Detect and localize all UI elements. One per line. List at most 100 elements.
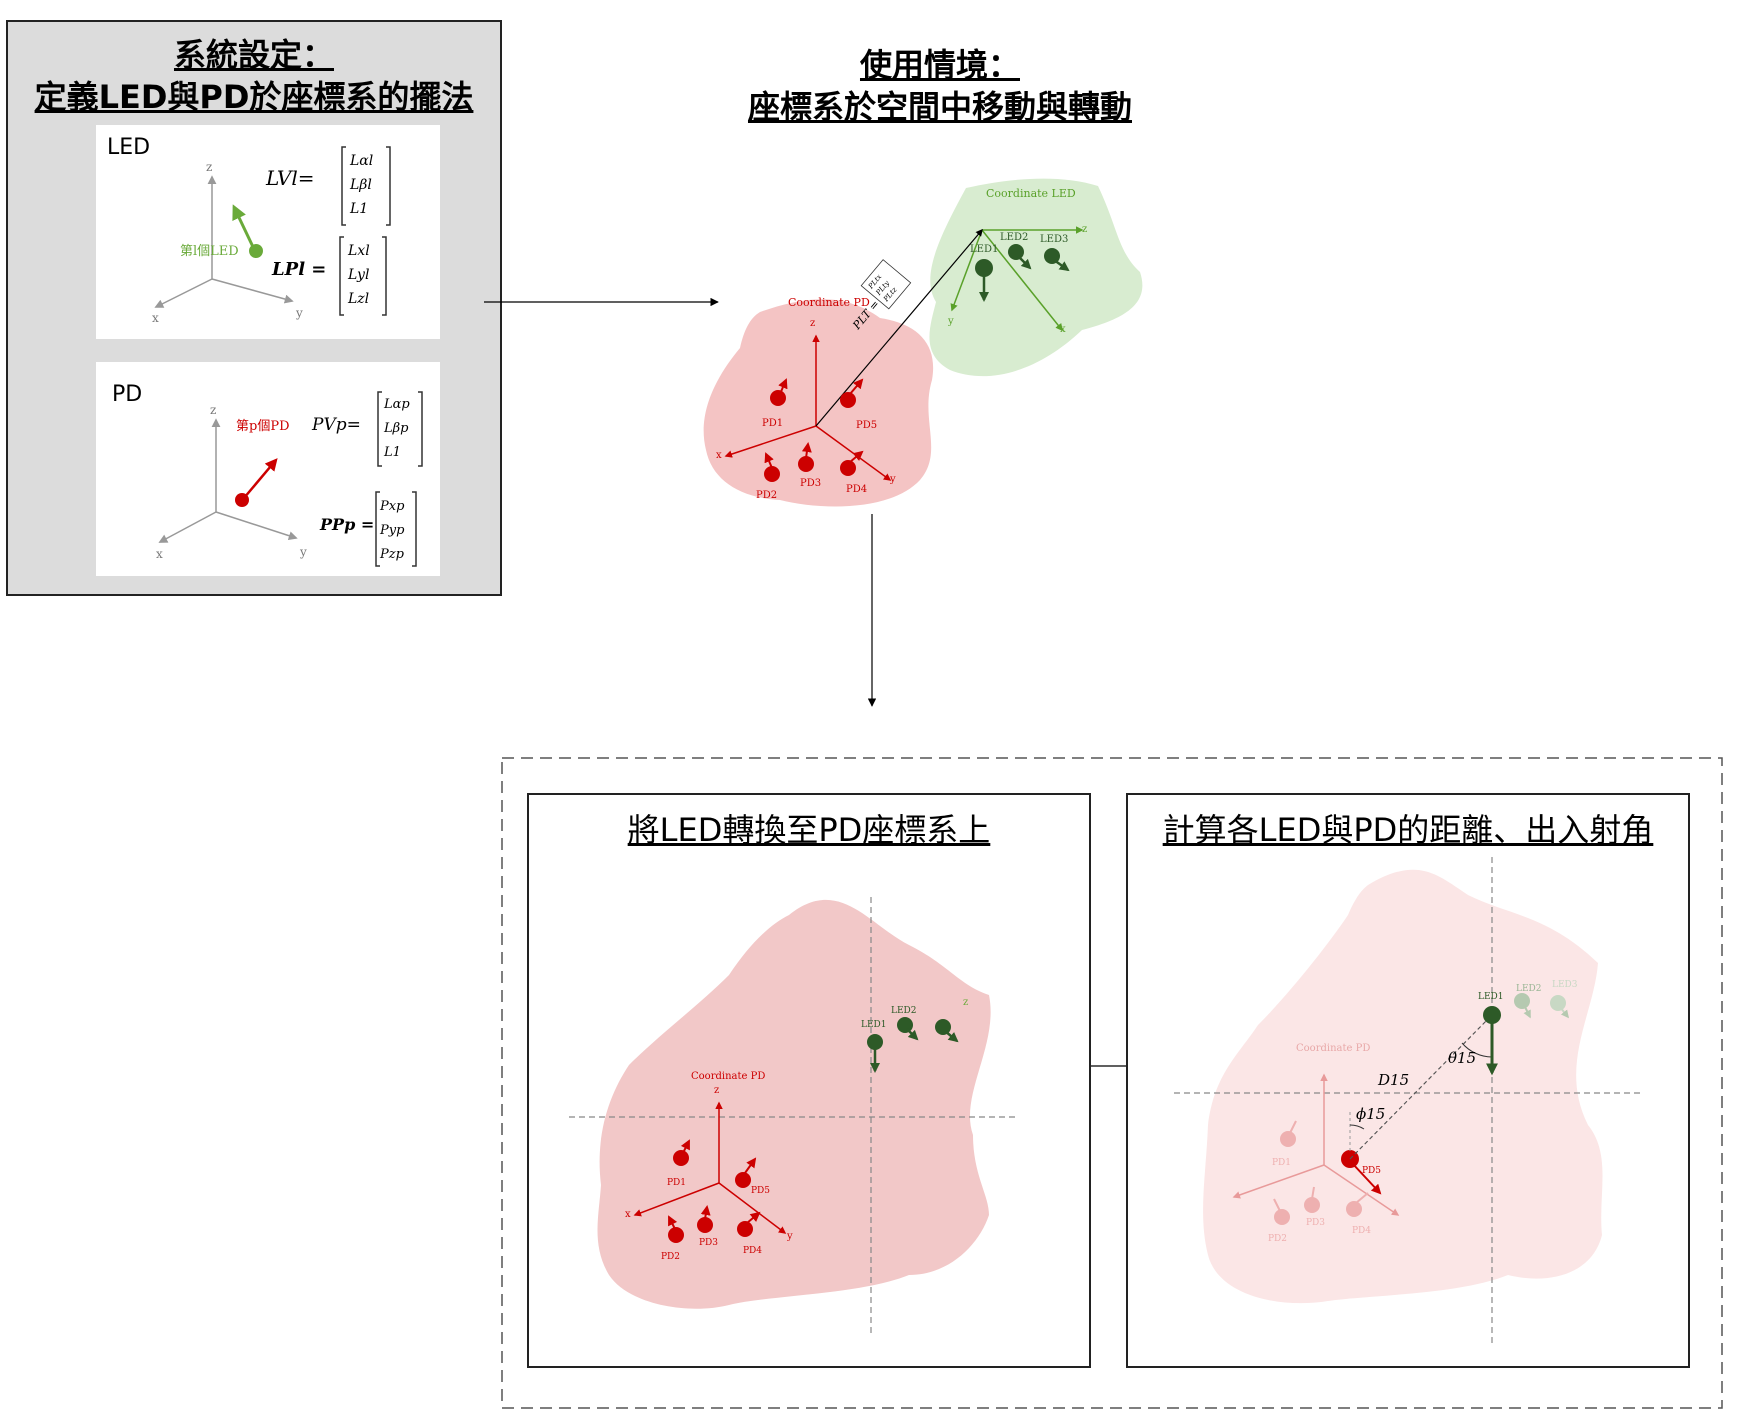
step1-pd-label-3: PD3 [699, 1238, 718, 1248]
led-eq1-vec-1: Lβl [349, 177, 372, 193]
pd-eq2-vec-1: Pyp [379, 523, 405, 538]
pd-eq1-vec-2: L1 [383, 445, 401, 460]
scenario-title-line1: 使用情境： [859, 46, 1020, 84]
led-direction-arrow [232, 204, 256, 250]
step2-title: 計算各LED與PD的距離、出入射角 [1162, 811, 1654, 849]
step2-pd-label-1: PD1 [1272, 1158, 1291, 1168]
x-axis-label: x [152, 311, 159, 325]
scenario-led-1 [975, 259, 993, 277]
step1-x-label: x [625, 1209, 631, 1220]
z-axis-label: z [210, 403, 216, 417]
led-eq2-vec-2: Lzl [347, 291, 369, 307]
pd-eq1-vec-1: Lβp [383, 421, 409, 436]
scenario-led-label-2: LED2 [1000, 232, 1028, 243]
step1-led-2 [897, 1017, 919, 1041]
scenario-pd-label-5: PD5 [856, 420, 877, 431]
scenario-pd-label-3: PD3 [800, 478, 821, 489]
scenario-pd-3 [798, 442, 814, 472]
pd-direction-arrow [243, 458, 278, 499]
pd-point [235, 493, 249, 507]
step2-led-3 [1550, 995, 1569, 1019]
step1-pd-4 [737, 1211, 761, 1237]
pd-x-axis [724, 425, 817, 458]
pd-eq2-lhs: PPp = [319, 515, 374, 534]
step2-pd-1 [1280, 1120, 1297, 1147]
step1-panel: 將LED轉換至PD座標系上 Coordinate PD z x y z LED1… [527, 793, 1091, 1368]
step1-y-label: y [786, 1231, 793, 1242]
scenario-title-line2: 座標系於空間中移動與轉動 [747, 88, 1132, 126]
scenario-pd-1 [770, 378, 788, 406]
step1-led-label-2: LED2 [891, 1006, 917, 1016]
step2-pd-label-3: PD3 [1306, 1218, 1325, 1228]
pd-x-label: x [716, 450, 722, 461]
led-item-label: 第l個LED [180, 244, 239, 259]
x-axis [154, 278, 213, 308]
pd-z-label: z [810, 318, 815, 329]
step2-pd-blob [1203, 869, 1603, 1304]
step2-led-label-3: LED3 [1552, 980, 1578, 990]
step2-phi-label: ϕ15 [1356, 1105, 1385, 1123]
step1-led-1 [867, 1034, 883, 1073]
scenario-pd-label-1: PD1 [762, 418, 783, 429]
coord-pd-label: Coordinate PD [788, 296, 870, 309]
scenario-led-2 [1008, 244, 1024, 260]
step1-x-axis [633, 1182, 720, 1217]
led-z-label: z [1082, 224, 1087, 235]
scenario-pd-label-2: PD2 [756, 490, 777, 501]
step1-pd-label-2: PD2 [661, 1252, 680, 1262]
pd-axes-diagram: z x y 第p個PD PVp= Lαp Lβp L1 PPp = Pxp Py… [156, 391, 423, 567]
pd-coordinate-blob [703, 299, 934, 507]
step1-led-3 [935, 1019, 959, 1043]
scenario-led-3-arrow [1053, 258, 1070, 272]
step2-distance-label: D15 [1377, 1071, 1409, 1089]
led-y-axis [950, 229, 983, 312]
y-axis [215, 511, 298, 541]
scenario-led-2-arrow [1017, 255, 1032, 270]
step2-phi-arc [1349, 1124, 1365, 1130]
step2-pd-label-2: PD2 [1268, 1234, 1287, 1244]
step1-pd-label-4: PD4 [743, 1246, 762, 1256]
pd-item-label: 第p個PD [236, 419, 290, 434]
step2-pd-label-4: PD4 [1352, 1226, 1371, 1236]
led-x-axis [981, 229, 1063, 332]
z-axis-label: z [206, 160, 212, 174]
pd-eq2-vec-0: Pxp [379, 499, 405, 514]
y-axis-label: y [299, 545, 307, 559]
pd-eq1-vec-0: Lαp [383, 397, 410, 412]
led-eq1-vec-2: L1 [349, 201, 368, 217]
step1-pd-5 [735, 1157, 757, 1188]
step2-theta-label: θ15 [1448, 1049, 1476, 1067]
step1-y-axis [718, 1182, 787, 1234]
scenario-led-label-3: LED3 [1040, 234, 1068, 245]
step2-diagram: Coordinate PD PD1 PD2 PD3 PD4 PD5 LED1 L… [1174, 857, 1640, 1347]
pd-eq1-lhs: PVp= [311, 415, 361, 435]
step2-y-axis [1323, 1164, 1400, 1216]
step2-distance-line-visible [1349, 1014, 1493, 1160]
step1-title: 將LED轉換至PD座標系上 [627, 811, 991, 849]
system-setup-panel: 系統設定： 定義LED與PD於座標系的擺法 LED z x y 第l個LED L… [6, 20, 502, 596]
y-axis [211, 278, 294, 304]
led-coordinate-blob [929, 178, 1143, 377]
step2-pd-4 [1346, 1192, 1369, 1217]
step2-theta-arc [1461, 1042, 1493, 1058]
scenario-pd-4 [840, 450, 864, 476]
step2-led-label-1: LED1 [1478, 992, 1504, 1002]
step1-pd-blob [597, 899, 991, 1309]
step2-pd-label-5: PD5 [1362, 1166, 1381, 1176]
step1-led-z-label: z [963, 997, 968, 1008]
step2-panel: 計算各LED與PD的距離、出入射角 Coordinate PD PD1 PD2 … [1126, 793, 1690, 1368]
pd-card-label: PD [112, 382, 143, 407]
setup-title-line1: 系統設定： [173, 36, 334, 74]
scenario-led-label-1: LED1 [970, 244, 998, 255]
led-x-label: x [1060, 324, 1066, 335]
led-eq1-vec-0: Lαl [349, 153, 373, 169]
coord-led-label: Coordinate LED [986, 187, 1076, 200]
led-eq2-lhs: LPl = [271, 259, 326, 280]
led-definition-card: LED z x y 第l個LED LVl= Lαl Lβl L1 LPl = L… [96, 125, 440, 339]
step1-led-label-1: LED1 [861, 1020, 887, 1030]
pd-definition-card: PD z x y 第p個PD PVp= Lαp Lβp L1 PPp = Pxp… [96, 362, 440, 576]
x-axis [158, 511, 217, 543]
led-y-label: y [947, 316, 954, 327]
step2-coord-pd-label: Coordinate PD [1296, 1043, 1370, 1054]
pd-eq2-vec-2: Pzp [379, 547, 405, 562]
